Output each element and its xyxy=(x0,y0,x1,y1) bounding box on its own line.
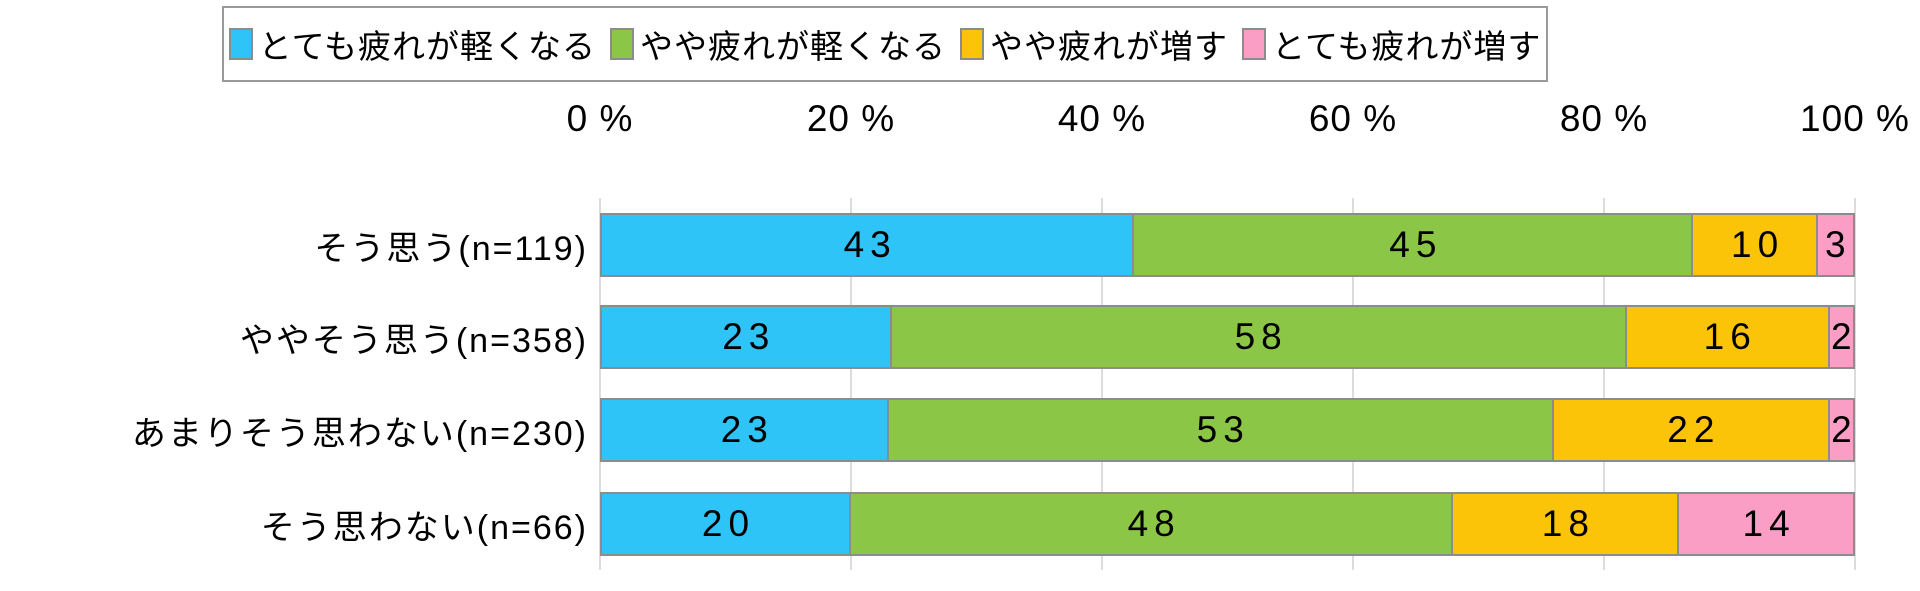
x-axis-tick-label: 40 % xyxy=(1057,98,1147,139)
category-label: そう思わない(n=66) xyxy=(260,508,588,547)
bar-value-label: 43 xyxy=(843,224,897,265)
bar-segment: 43 xyxy=(600,213,1135,277)
legend-swatch-icon xyxy=(1242,28,1266,60)
gridline xyxy=(1101,198,1103,570)
bar-segment: 20 xyxy=(600,492,851,556)
bar-value-label: 16 xyxy=(1703,316,1757,357)
bar-value-label: 48 xyxy=(1127,503,1181,544)
legend-item: とても疲れが軽くなる xyxy=(228,20,596,68)
legend-swatch-icon xyxy=(228,28,253,60)
x-axis-tick-label: 60 % xyxy=(1308,98,1398,139)
legend-label: とても疲れが軽くなる xyxy=(258,28,596,65)
gridline xyxy=(599,198,601,570)
bar-value-label: 10 xyxy=(1731,224,1785,265)
legend-label: とても疲れが増す xyxy=(1272,28,1542,65)
bar-segment: 58 xyxy=(891,305,1627,369)
legend-item: やや疲れが増す xyxy=(960,20,1228,68)
bar-row: 23 58 16 2 xyxy=(600,305,1855,369)
x-axis-tick-label: 20 % xyxy=(806,98,896,139)
bar-segment: 3 xyxy=(1817,213,1855,277)
gridline xyxy=(1854,198,1856,570)
bar-segment: 2 xyxy=(1829,398,1858,462)
bar-segment: 45 xyxy=(1134,213,1694,277)
bar-segment: 53 xyxy=(888,398,1554,462)
gridline xyxy=(850,198,852,570)
bar-value-label: 20 xyxy=(701,503,756,544)
gridline xyxy=(1603,198,1605,570)
bar-segment: 14 xyxy=(1679,492,1855,556)
bar-segment: 23 xyxy=(600,305,892,369)
bar-segment: 48 xyxy=(851,492,1454,556)
category-label: あまりそう思わない(n=230) xyxy=(131,414,588,453)
bar-value-label: 22 xyxy=(1667,409,1721,450)
legend: とても疲れが軽くなる やや疲れが軽くなる やや疲れが増す とても疲れが増す xyxy=(222,6,1548,82)
bar-row: 43 45 10 3 xyxy=(600,213,1855,277)
bar-segment: 2 xyxy=(1829,305,1858,369)
legend-swatch-icon xyxy=(960,28,984,60)
gridline xyxy=(1352,198,1354,570)
legend-swatch-icon xyxy=(610,28,634,60)
bar-value-label: 2 xyxy=(1831,316,1858,357)
bar-value-label: 14 xyxy=(1742,503,1796,544)
legend-label: やや疲れが軽くなる xyxy=(640,28,946,65)
bar-value-label: 23 xyxy=(720,409,774,450)
legend-label: やや疲れが増す xyxy=(990,28,1228,65)
bar-value-label: 18 xyxy=(1541,503,1595,544)
bar-value-label: 58 xyxy=(1234,316,1288,357)
x-axis-tick-label: 80 % xyxy=(1559,98,1649,139)
bar-value-label: 2 xyxy=(1831,409,1858,450)
bar-value-label: 45 xyxy=(1389,224,1443,265)
category-label: そう思う(n=119) xyxy=(314,229,588,268)
x-axis-tick-label: 0 % xyxy=(566,98,634,139)
legend-item: とても疲れが増す xyxy=(1242,20,1541,68)
bar-segment: 16 xyxy=(1626,305,1830,369)
bar-row: 23 53 22 2 xyxy=(600,398,1855,462)
bar-value-label: 23 xyxy=(722,316,776,357)
category-label: ややそう思う(n=358) xyxy=(239,321,588,360)
x-axis-tick-label: 100 % xyxy=(1800,98,1910,139)
bar-value-label: 53 xyxy=(1196,409,1250,450)
bar-segment: 18 xyxy=(1453,492,1680,556)
bar-segment: 10 xyxy=(1693,213,1818,277)
legend-item: やや疲れが軽くなる xyxy=(610,20,946,68)
bar-segment: 22 xyxy=(1553,398,1830,462)
bar-segment: 23 xyxy=(600,398,889,462)
bar-row: 20 48 18 14 xyxy=(600,492,1855,556)
bar-value-label: 3 xyxy=(1825,224,1852,265)
